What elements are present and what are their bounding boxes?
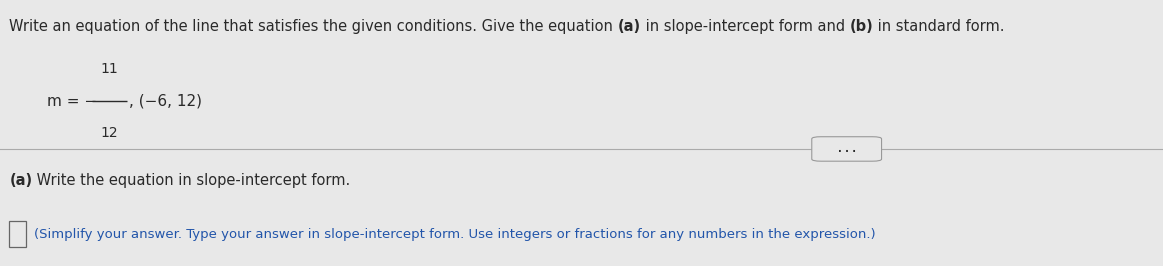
- Text: (b): (b): [850, 19, 873, 34]
- FancyBboxPatch shape: [812, 137, 882, 161]
- Text: m = −: m = −: [47, 94, 97, 109]
- Text: Write the equation in slope-intercept form.: Write the equation in slope-intercept fo…: [33, 173, 351, 188]
- Text: , (−6, 12): , (−6, 12): [129, 94, 202, 109]
- Text: in slope-intercept form and: in slope-intercept form and: [641, 19, 850, 34]
- FancyBboxPatch shape: [9, 221, 26, 247]
- Text: (Simplify your answer. Type your answer in slope-intercept form. Use integers or: (Simplify your answer. Type your answer …: [34, 228, 876, 240]
- Text: . . .: . . .: [837, 144, 856, 154]
- Text: 12: 12: [101, 126, 119, 140]
- Text: (a): (a): [9, 173, 33, 188]
- Text: Write an equation of the line that satisfies the given conditions. Give the equa: Write an equation of the line that satis…: [9, 19, 618, 34]
- Text: (a): (a): [618, 19, 641, 34]
- Text: 11: 11: [100, 62, 119, 76]
- Text: in standard form.: in standard form.: [873, 19, 1005, 34]
